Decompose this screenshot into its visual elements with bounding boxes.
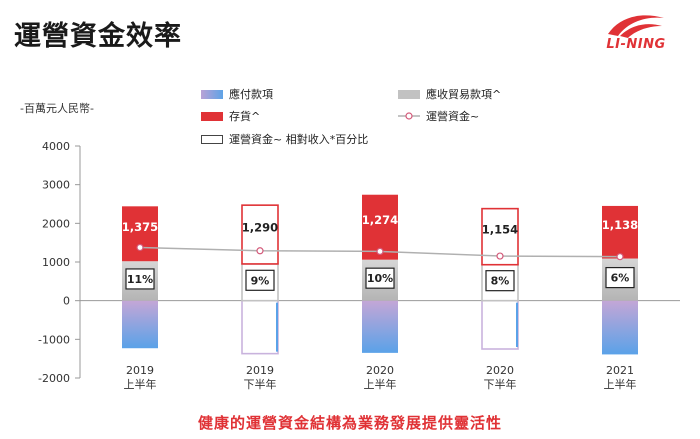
ratio-label: 8% [491,275,510,288]
y-tick-label: 0 [63,295,70,308]
y-tick-label: 4000 [42,140,70,153]
y-tick-label: 3000 [42,179,70,192]
page-title: 運營資金效率 [14,21,182,52]
ratio-label-box [125,268,155,290]
ratio-label-box [605,266,635,289]
x-category-year: 2020 [366,364,394,377]
working-capital-label: 1,290 [242,221,278,235]
legend-receivables-swatch [398,89,420,99]
working-capital-label: 1,375 [122,220,158,234]
ratio-label: 6% [611,272,630,285]
payables-bar [602,300,638,355]
ratio-label: 9% [251,274,270,287]
working-capital-label: 1,274 [362,213,398,227]
legend-ratio-label: 運營資金~ 相對收入*百分比 [229,133,369,146]
working-capital-point [256,247,264,255]
legend-payables-label: 應付款項 [229,88,273,101]
working-capital-point [616,253,624,261]
payables-bar [481,299,519,350]
legend-payables-swatch [201,89,223,99]
legend-ratio-swatch [201,134,223,144]
payables-bar-edge [276,302,278,352]
legend-inventory-label: 存貨^ [229,110,261,123]
x-category-half: 下半年 [244,377,277,391]
legend-ratio: 運營資金~ 相對收入*百分比 [201,131,368,147]
legend-line-swatch [398,112,420,120]
x-category-half: 上半年 [124,377,157,391]
legend-receivables: 應收貿易款項^ [398,86,501,102]
li-ning-logo-icon [608,15,664,38]
payables-bar [362,300,398,353]
working-capital-label: 1,138 [602,218,638,232]
x-category-year: 2019 [246,364,274,377]
x-category-year: 2020 [486,364,514,377]
inventory-bar [122,206,158,262]
y-tick-label: 1000 [42,256,70,269]
legend-inventory: 存貨^ [201,108,260,124]
y-tick-label: -1000 [38,333,70,346]
legend-payables: 應付款項 [201,86,273,102]
legend-working-capital: 運營資金~ [398,108,479,124]
logo-text: LI-NING [606,37,666,52]
payables-bar [122,300,158,349]
working-capital-point [136,243,144,252]
inventory-bar [602,205,638,259]
unit-label: -百萬元人民幣- [20,102,94,115]
working-capital-point [496,252,504,260]
conclusion-text: 健康的運營資金結構為業務發展提供靈活性 [197,414,502,432]
legend-receivables-label: 應收貿易款項^ [426,88,502,101]
ratio-label-box [485,270,515,292]
y-tick-label: 2000 [42,217,70,230]
x-category-year: 2019 [126,364,154,377]
payables-bar [241,299,279,355]
ratio-label-box [245,269,275,291]
ratio-label: 11% [127,273,153,286]
legend-inventory-swatch [201,111,223,121]
working-capital-point [376,247,384,256]
ratio-label: 10% [367,272,393,285]
x-category-half: 下半年 [484,377,517,391]
x-category-year: 2021 [606,364,634,377]
y-tick-label: -2000 [38,372,70,385]
legend-working-capital-label: 運營資金~ [426,110,480,123]
ratio-label-box [365,267,395,289]
x-category-half: 上半年 [364,377,397,391]
working-capital-label: 1,154 [482,223,518,237]
payables-bar-edge [516,302,518,347]
x-category-half: 上半年 [604,377,637,391]
